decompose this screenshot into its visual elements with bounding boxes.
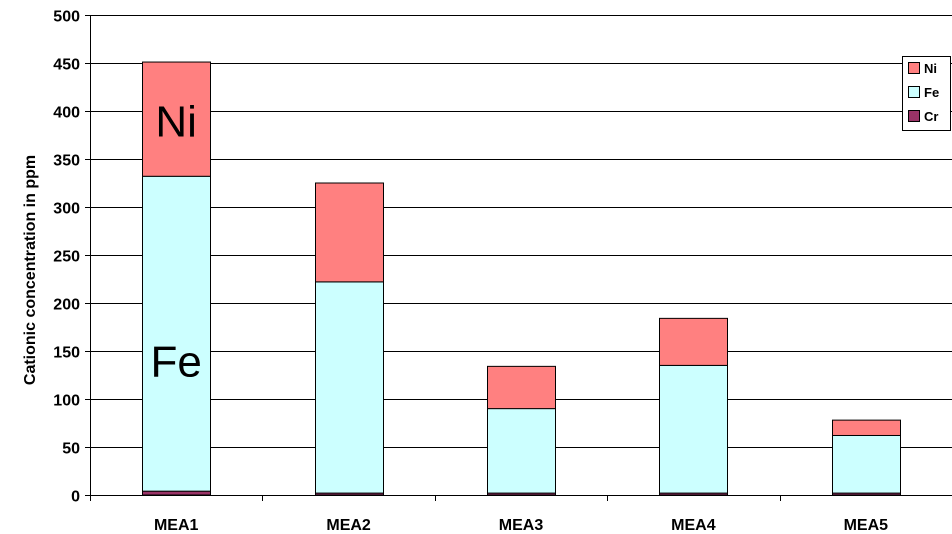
y-tick-label: 0 — [71, 489, 80, 506]
y-tick-label: 350 — [53, 153, 80, 170]
bar-segment-ni-mea3 — [487, 365, 556, 410]
axes — [85, 15, 952, 501]
bar-segment-fe-mea2 — [315, 281, 384, 494]
bar-segment-ni-mea1 — [142, 61, 211, 177]
legend-swatch-cr — [908, 110, 920, 122]
legend-label-cr: Cr — [924, 109, 938, 124]
y-tick-label: 500 — [53, 9, 80, 26]
bar-segment-ni-mea4 — [659, 317, 728, 366]
x-category-label: MEA2 — [326, 517, 371, 534]
y-tick-label: 300 — [53, 201, 80, 218]
y-tick-labels: 0 50 100 150 200 250 300 350 400 450 500 — [53, 9, 80, 506]
annotations: Ni Fe — [151, 98, 202, 387]
y-tick-label: 200 — [53, 297, 80, 314]
bar-segment-fe-mea3 — [487, 408, 556, 494]
x-category-label: MEA1 — [154, 517, 199, 534]
y-tick-label: 400 — [53, 105, 80, 122]
y-tick-label: 450 — [53, 57, 80, 74]
y-tick-label: 250 — [53, 249, 80, 266]
annotation-ni: Ni — [155, 98, 197, 147]
annotation-fe: Fe — [151, 338, 202, 387]
gridlines — [90, 15, 952, 448]
legend-swatch-ni — [908, 62, 920, 74]
x-category-label: MEA5 — [844, 517, 889, 534]
bar-segment-fe-mea5 — [832, 434, 901, 494]
x-category-label: MEA3 — [499, 517, 544, 534]
legend: Ni Fe Cr — [902, 56, 951, 131]
y-tick-label: 150 — [53, 345, 80, 362]
y-axis-title: Cationic concentration in ppm — [22, 155, 39, 385]
bar-segment-ni-mea2 — [315, 182, 384, 283]
legend-swatch-fe — [908, 86, 920, 98]
bar-segment-ni-mea5 — [832, 419, 901, 436]
bar-segment-fe-mea4 — [659, 364, 728, 494]
x-category-label: MEA4 — [671, 517, 716, 534]
bar-segment-cr-mea1 — [142, 490, 211, 496]
x-category-labels: MEA1 MEA2 MEA3 MEA4 MEA5 — [154, 517, 888, 534]
y-tick-label: 100 — [53, 393, 80, 410]
bars — [142, 61, 901, 496]
y-tick-label: 50 — [62, 441, 80, 458]
legend-label-ni: Ni — [924, 61, 937, 76]
legend-label-fe: Fe — [924, 85, 939, 100]
bar-segment-fe-mea1 — [142, 175, 211, 492]
